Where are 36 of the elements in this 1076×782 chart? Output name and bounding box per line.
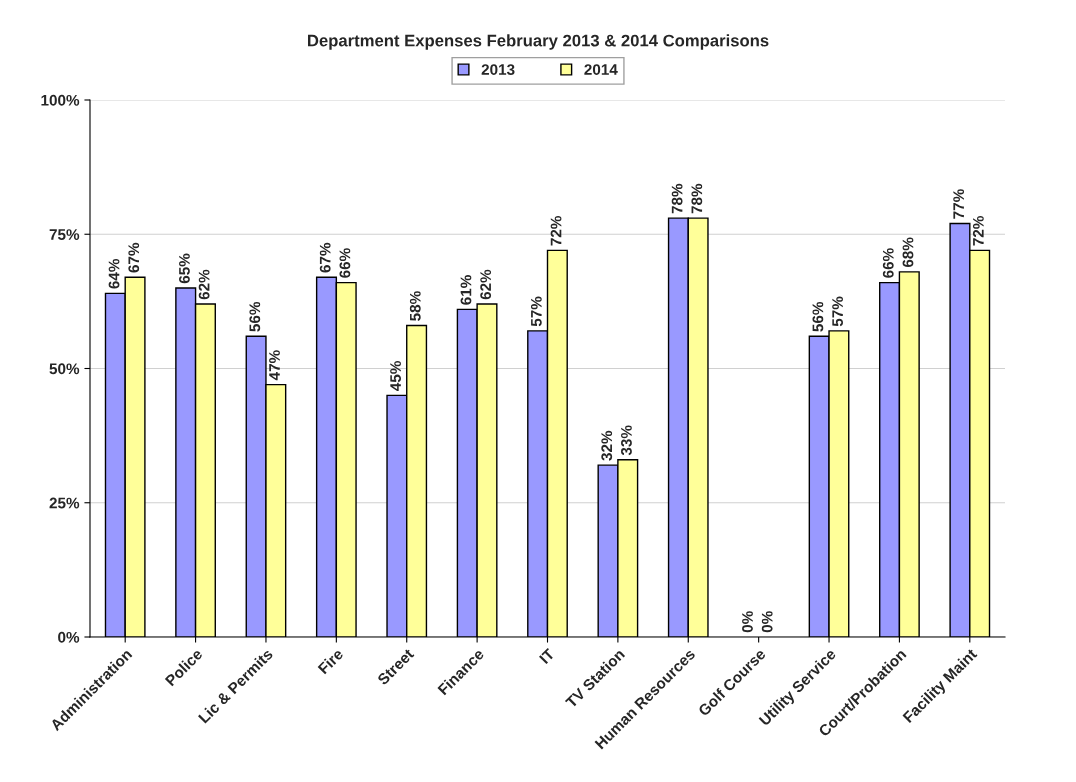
data-label: 61% [460,275,472,305]
x-tick-label: Fire [317,647,344,675]
data-label: 67% [319,242,331,273]
y-tick-label: 75% [49,229,80,240]
data-label: 58% [409,291,421,321]
data-label: 45% [390,361,401,391]
data-label: 0% [761,611,773,633]
data-label: 64% [108,258,120,289]
data-label: 78% [671,183,683,214]
data-label: 66% [882,248,894,278]
data-label: 0% [742,611,753,633]
data-label: 33% [621,425,632,456]
data-label: 32% [601,430,613,461]
y-tick-label: 100% [41,94,80,106]
data-label: 47% [269,350,280,381]
legend-label: 2014 [584,64,618,75]
data-label: 62% [198,269,210,300]
data-label: 67% [128,242,140,273]
data-label: 72% [972,216,984,246]
data-label: 78% [691,183,703,214]
data-label: 56% [249,301,261,332]
data-label: 62% [480,269,492,300]
data-label: 77% [953,189,965,219]
chart-title: Department Expenses February 2013 & 2014 Comparisons [308,34,769,50]
data-label: 57% [530,296,542,327]
legend-label: 2013 [481,64,515,75]
data-label: 68% [902,237,914,268]
x-tick-label: IT [539,647,556,665]
data-label: 56% [812,301,824,332]
y-tick-label: 0% [58,631,80,643]
y-tick-label: 25% [49,497,80,509]
y-tick-label: 50% [49,363,80,375]
data-label: 66% [339,248,351,278]
data-label: 57% [832,296,843,327]
data-label: 72% [550,216,562,246]
data-label: 65% [179,253,190,284]
